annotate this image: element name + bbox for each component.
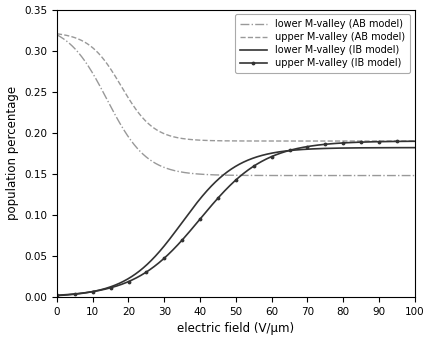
lower M-valley (AB model): [73, 47, 78, 51]
upper M-valley (AB model): [412, 139, 417, 143]
upper M-valley (AB model): [54, 32, 59, 36]
upper M-valley (IB model): [402, 139, 407, 143]
lower M-valley (AB model): [402, 174, 407, 178]
upper M-valley (AB model): [402, 139, 407, 143]
X-axis label: electric field (V/μm): electric field (V/μm): [177, 323, 295, 336]
lower M-valley (IB model): [336, 146, 341, 150]
lower M-valley (IB model): [402, 146, 407, 150]
lower M-valley (AB model): [336, 174, 341, 178]
lower M-valley (IB model): [412, 146, 417, 150]
lower M-valley (AB model): [54, 33, 59, 37]
upper M-valley (AB model): [402, 139, 407, 143]
lower M-valley (IB model): [228, 167, 233, 172]
lower M-valley (IB model): [402, 146, 407, 150]
upper M-valley (AB model): [228, 139, 233, 143]
Line: upper M-valley (IB model): upper M-valley (IB model): [55, 139, 417, 298]
upper M-valley (IB model): [54, 293, 59, 297]
lower M-valley (AB model): [219, 173, 224, 177]
lower M-valley (IB model): [73, 292, 78, 296]
upper M-valley (IB model): [219, 192, 224, 196]
lower M-valley (AB model): [402, 174, 407, 178]
lower M-valley (IB model): [219, 175, 224, 179]
upper M-valley (IB model): [73, 292, 78, 296]
upper M-valley (IB model): [412, 139, 417, 143]
upper M-valley (AB model): [219, 139, 224, 143]
lower M-valley (AB model): [412, 174, 417, 178]
upper M-valley (IB model): [228, 182, 233, 187]
upper M-valley (IB model): [336, 141, 341, 145]
lower M-valley (IB model): [54, 294, 59, 298]
Legend: lower M-valley (AB model), upper M-valley (AB model), lower M-valley (IB model),: lower M-valley (AB model), upper M-valle…: [235, 14, 410, 73]
Line: lower M-valley (AB model): lower M-valley (AB model): [57, 35, 415, 176]
Line: lower M-valley (IB model): lower M-valley (IB model): [57, 148, 415, 296]
upper M-valley (AB model): [336, 139, 341, 143]
Y-axis label: population percentage: population percentage: [6, 86, 18, 220]
lower M-valley (AB model): [228, 173, 233, 177]
Line: upper M-valley (AB model): upper M-valley (AB model): [57, 34, 415, 141]
upper M-valley (AB model): [73, 36, 78, 40]
upper M-valley (IB model): [402, 139, 407, 143]
